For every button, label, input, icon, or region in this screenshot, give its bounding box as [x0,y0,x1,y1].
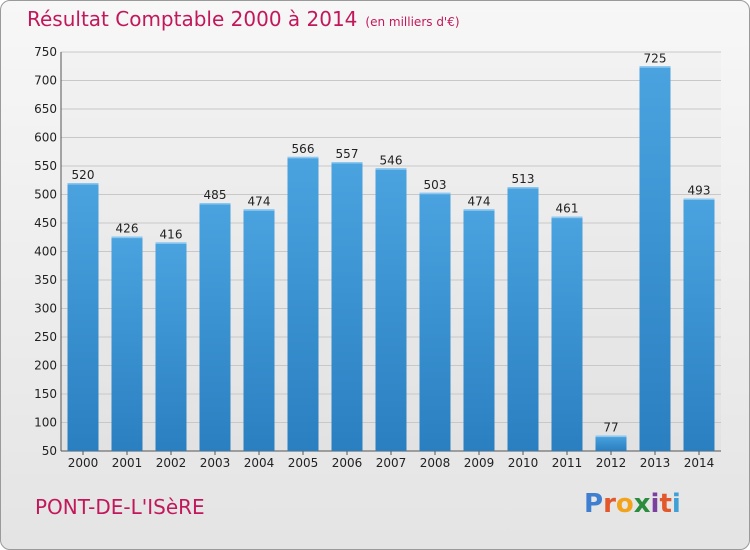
bar-highlight [375,168,407,170]
y-tick-label: 300 [34,302,57,316]
y-tick-label: 450 [34,216,57,230]
y-tick-label: 400 [34,245,57,259]
proxiti-logo: Proxiti [584,489,681,519]
data-label: 77 [603,421,618,435]
bar-highlight [155,242,187,244]
x-tick-label: 2010 [508,456,539,470]
y-tick-label: 750 [34,45,57,59]
x-tick-label: 2005 [288,456,319,470]
y-tick-label: 550 [34,159,57,173]
data-label: 485 [204,188,227,202]
bar [287,156,319,451]
x-tick-label: 2000 [68,456,99,470]
y-tick-label: 500 [34,188,57,202]
bar [595,435,627,451]
data-label: 474 [248,194,271,208]
chart-title: Résultat Comptable 2000 à 2014 (en millie… [27,7,460,31]
bar-highlight [595,435,627,438]
bar [111,236,143,451]
x-tick-label: 2006 [332,456,363,470]
bar-highlight [683,198,715,200]
unit-note: (en milliers d'€) [365,15,460,29]
bar [199,203,231,451]
x-tick-label: 2007 [376,456,407,470]
data-label: 546 [380,153,403,167]
bar-highlight [639,66,671,68]
bar [639,66,671,451]
bar [463,209,495,451]
x-tick-label: 2004 [244,456,275,470]
y-tick-label: 350 [34,273,57,287]
logo-letter: o [615,489,634,519]
data-label: 557 [336,147,359,161]
data-label: 426 [116,222,139,236]
bar-highlight [111,236,143,239]
logo-letter: t [659,489,672,519]
y-tick-label: 700 [34,74,57,88]
bar [331,162,363,451]
x-tick-label: 2011 [552,456,583,470]
data-label: 725 [644,51,667,65]
x-tick-label: 2009 [464,456,495,470]
bar-highlight [199,203,231,205]
y-tick-label: 250 [34,330,57,344]
bar [155,242,187,451]
y-tick-label: 650 [34,102,57,116]
x-tick-label: 2012 [596,456,627,470]
data-label: 566 [292,142,315,156]
y-tick-label: 200 [34,359,57,373]
x-tick-label: 2003 [200,456,231,470]
logo-letter: r [603,489,616,519]
logo-letter: i [650,489,660,519]
bar-highlight [243,209,275,211]
x-tick-label: 2014 [684,456,715,470]
data-label: 461 [556,202,579,216]
logo-letter: x [633,489,651,519]
bar-highlight [419,192,451,195]
data-label: 503 [424,178,447,192]
title-text: Résultat Comptable 2000 à 2014 [27,7,358,31]
bar [243,209,275,451]
logo-letter: P [584,489,604,519]
bar-highlight [287,156,319,159]
y-tick-label: 150 [34,387,57,401]
bar-highlight [551,216,583,219]
data-label: 493 [688,183,711,197]
bar [67,183,99,451]
data-label: 416 [160,227,183,241]
bar-highlight [331,162,363,164]
data-label: 520 [72,168,95,182]
data-label: 513 [512,172,535,186]
y-tick-label: 50 [42,444,57,458]
bar [683,198,715,451]
bar-highlight [463,209,495,211]
data-label: 474 [468,194,491,208]
x-tick-label: 2013 [640,456,671,470]
bar-highlight [507,187,539,189]
x-tick-label: 2001 [112,456,143,470]
bar-highlight [67,183,99,185]
logo-letter: i [671,489,681,519]
y-tick-label: 600 [34,131,57,145]
x-tick-label: 2008 [420,456,451,470]
y-tick-label: 100 [34,416,57,430]
bar [375,168,407,451]
bar [419,192,451,452]
x-tick-label: 2002 [156,456,187,470]
commune-name: PONT-DE-L'ISèRE [35,495,205,519]
bar [551,216,583,451]
bar [507,187,539,451]
